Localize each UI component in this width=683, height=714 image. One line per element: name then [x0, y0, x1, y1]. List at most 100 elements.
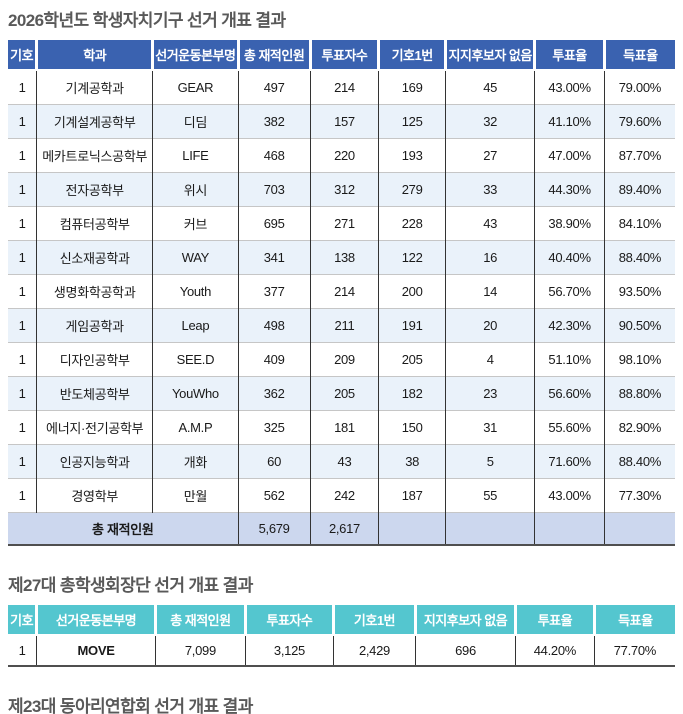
table-cell: 242 [309, 478, 379, 513]
total-value-cell [534, 512, 605, 545]
table-cell: 193 [378, 138, 446, 173]
table-cell: A.M.P [152, 410, 239, 445]
table-cell: 77.70% [593, 635, 675, 666]
table-cell: 325 [237, 410, 311, 445]
total-value-cell [603, 512, 675, 545]
table-cell: 1 [18, 80, 26, 95]
table-cell: 382 [237, 104, 311, 139]
table-cell: 88.40% [603, 444, 675, 479]
table-cell: 40.40% [534, 240, 605, 275]
table-cell: 181 [309, 410, 379, 445]
section-student-council: 제27대 총학생회장단 선거 개표 결과 기호 선거운동본부명 총 재적인원 투표자수… [8, 571, 675, 667]
table-cell: 56.70% [534, 274, 605, 309]
table-cell: 14 [444, 274, 535, 309]
table-cell: 409 [237, 342, 311, 377]
table-row: 1 전자공학부 위시 703 312 279 33 44.30% 89.40% [8, 172, 675, 207]
table-cell: 79.00% [603, 70, 675, 105]
table-cell: 개화 [152, 444, 239, 479]
department-cell: 기계설계공학부 [36, 104, 153, 139]
table-cell: 468 [237, 138, 311, 173]
section-title: 2026학년도 학생자치기구 선거 개표 결과 [8, 11, 286, 30]
table-cell: 20 [444, 308, 535, 343]
table-cell: 695 [237, 206, 311, 241]
column-header: 선거운동본부명 [35, 605, 156, 636]
table-cell: 1 [8, 240, 37, 275]
table-cell: 51.10% [534, 342, 605, 377]
table-cell: 93.50% [603, 274, 675, 309]
table-cell: 43 [309, 444, 379, 479]
table-cell: 44.20% [515, 635, 595, 666]
table-cell: Youth [152, 274, 239, 309]
table-cell: 7,099 [154, 635, 246, 666]
total-value-cell [444, 512, 535, 545]
section-student-government: 2026학년도 학생자치기구 선거 개표 결과 기호 학과 선거운동본부명 총 재적인… [8, 6, 675, 546]
department-cell: 인공지능학과 [36, 444, 153, 479]
table-cell: SEE.D [152, 342, 239, 377]
table-cell: 191 [378, 308, 446, 343]
table-cell: 38.90% [534, 206, 605, 241]
table-cell: 138 [309, 240, 379, 275]
column-header: 기호1번 [331, 605, 416, 636]
column-header: 총 재적인원 [236, 40, 311, 71]
table-cell: 1 [8, 342, 37, 377]
table-cell: 55.60% [534, 410, 605, 445]
table-cell: 31 [444, 410, 535, 445]
column-header: 투표자수 [243, 605, 334, 636]
table-cell: 1 [8, 104, 37, 139]
header-row: 기호 선거운동본부명 총 재적인원 투표자수 기호1번 지지후보자 없음 투표율 득표율 [8, 605, 675, 636]
department-cell: 경영학부 [36, 478, 153, 513]
table-cell: 55 [444, 478, 535, 513]
table-cell: 341 [237, 240, 311, 275]
table-body: 1 MOVE 7,099 3,125 2,429 696 44.20% 77.70% [8, 635, 675, 666]
table-cell: 위시 [152, 172, 239, 207]
total-label-cell: 총 재적인원 [8, 512, 239, 545]
department-cell: 기계공학과 [36, 70, 153, 105]
table-cell: 98.10% [603, 342, 675, 377]
table-cell: 498 [237, 308, 311, 343]
table-cell: 150 [378, 410, 446, 445]
table-cell: 3,125 [244, 635, 334, 666]
table-cell: WAY [152, 240, 239, 275]
table-cell: 279 [378, 172, 446, 207]
table-cell: 4 [444, 342, 535, 377]
total-value-cell: 2,617 [309, 512, 379, 545]
section-title: 제23대 동아리연합회 선거 개표 결과 [8, 697, 253, 714]
table-cell: 23 [444, 376, 535, 411]
department-cell: 반도체공학부 [36, 376, 153, 411]
table-row: 1 생명화학공학과 Youth 377 214 200 14 56.70% 93.50% [8, 274, 675, 309]
table-cell: 214 [309, 274, 379, 309]
table-row: 1 반도체공학부 YouWho 362 205 182 23 56.60% 88.80% [8, 376, 675, 411]
table-header: 기호 학과 선거운동본부명 총 재적인원 투표자수 기호1번 지지후보자 없음 투표율 득표율 [8, 40, 675, 71]
column-header: 기호1번 [377, 40, 446, 71]
table-cell: 497 [237, 70, 311, 105]
table-cell: 32 [444, 104, 535, 139]
table-cell: 1 [8, 410, 37, 445]
table-cell: 2,429 [332, 635, 416, 666]
student-government-results-table: 기호 학과 선거운동본부명 총 재적인원 투표자수 기호1번 지지후보자 없음 투표율 득표율 … [8, 40, 675, 546]
table-cell: 220 [309, 138, 379, 173]
table-row: 1 메카트로닉스공학부 LIFE 468 220 193 27 47.00% 87.70% [8, 138, 675, 173]
table-cell: 89.40% [603, 172, 675, 207]
table-cell: 1 [8, 138, 37, 173]
table-cell: LIFE [152, 138, 239, 173]
table-cell: 79.60% [603, 104, 675, 139]
table-row: 1 디자인공학부 SEE.D 409 209 205 4 51.10% 98.10% [8, 342, 675, 377]
column-header: 득표율 [592, 605, 675, 636]
department-cell: 신소재공학과 [36, 240, 153, 275]
table-cell: 만월 [152, 478, 239, 513]
table-row: 1 기계설계공학부 디딤 382 157 125 32 41.10% 79.60% [8, 104, 675, 139]
column-header: 학과 [35, 40, 153, 71]
department-cell: 메카트로닉스공학부 [36, 138, 153, 173]
table-cell: 88.80% [603, 376, 675, 411]
table-cell: 271 [309, 206, 379, 241]
table-cell: 1 [8, 206, 37, 241]
table-cell: 1 [8, 478, 37, 513]
table-cell: 5 [444, 444, 535, 479]
table-cell: Leap [152, 308, 239, 343]
department-cell: 에너지·전기공학부 [36, 410, 153, 445]
table-row: 1 인공지능학과 개화 60 43 38 5 71.60% 88.40% [8, 444, 675, 479]
table-cell: 187 [378, 478, 446, 513]
table-cell: 45 [444, 70, 535, 105]
